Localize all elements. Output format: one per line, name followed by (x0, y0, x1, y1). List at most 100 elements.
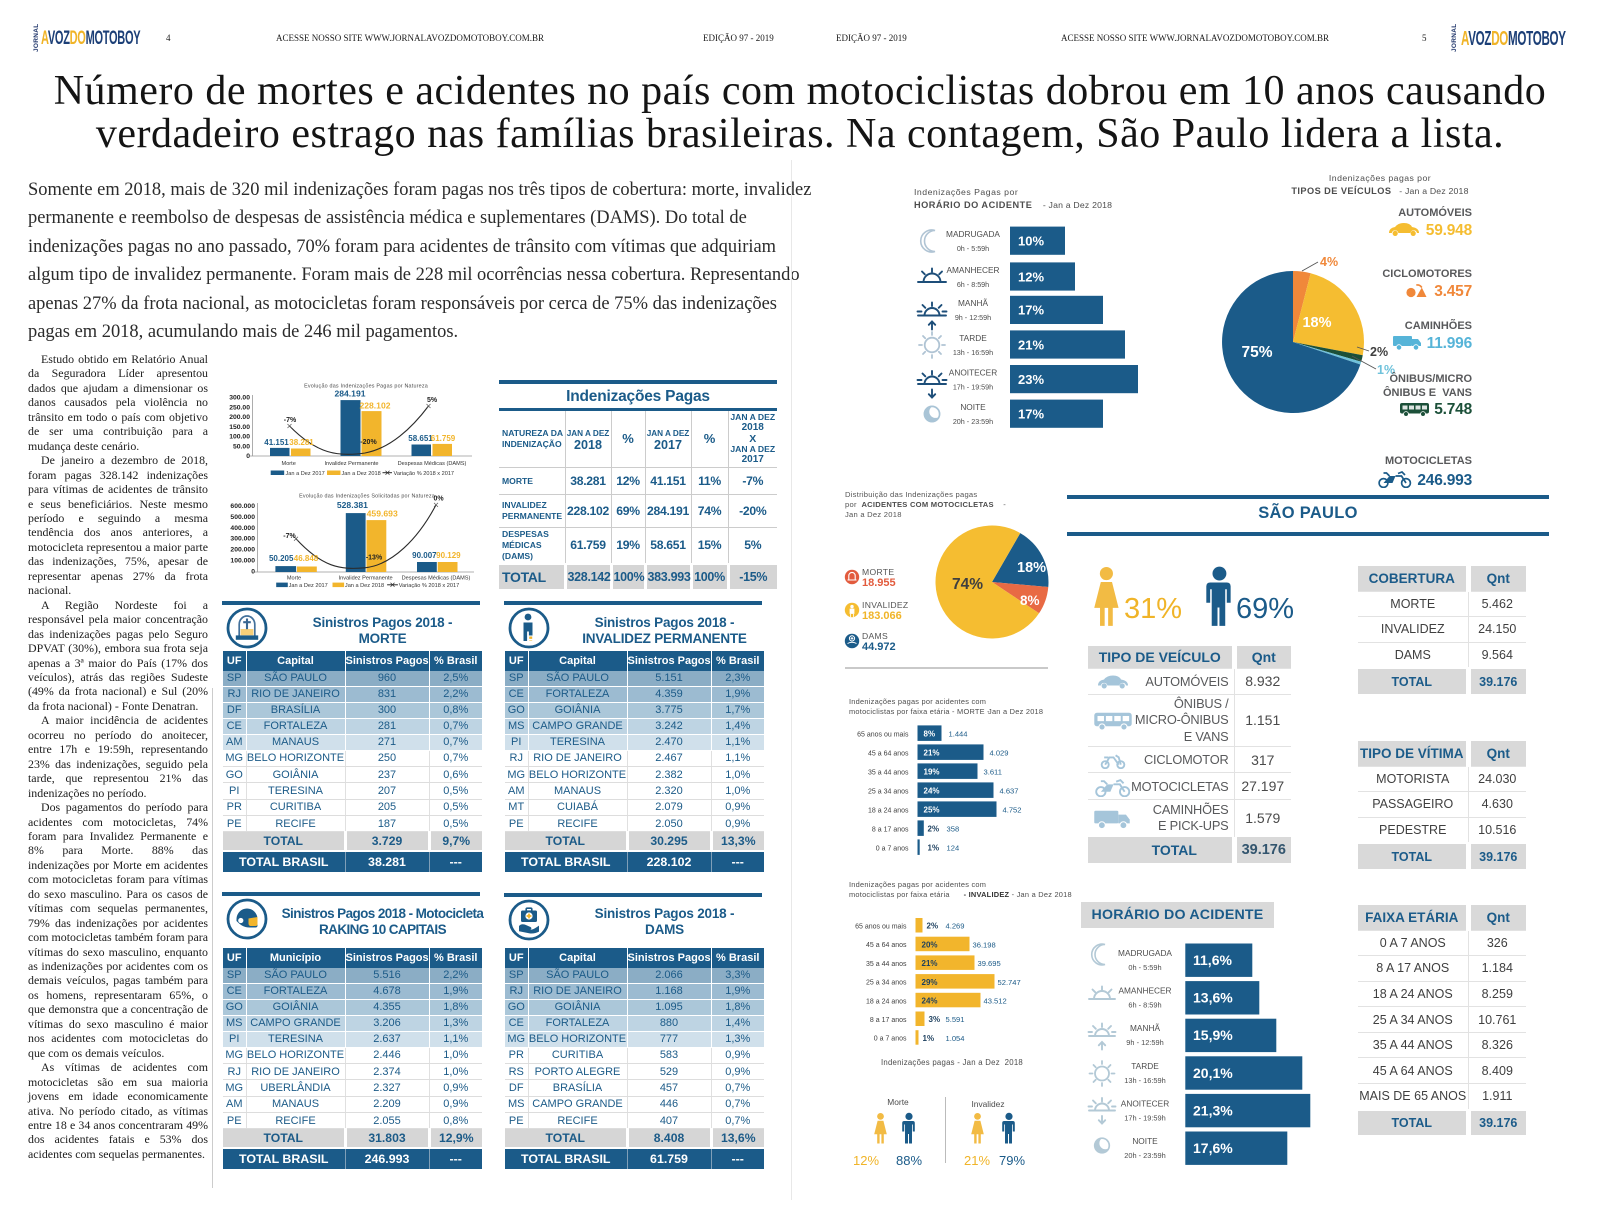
svg-text:4%: 4% (1320, 255, 1338, 269)
svg-text:Invalidez Permanente: Invalidez Permanente (339, 575, 393, 581)
svg-text:2%: 2% (928, 825, 940, 834)
svg-text:Variação % 2018 x 2017: Variação % 2018 x 2017 (394, 471, 455, 477)
svg-text:Despesas Médicas (DAMS): Despesas Médicas (DAMS) (402, 575, 471, 581)
svg-text:Variação % 2018 x 2017: Variação % 2018 x 2017 (399, 583, 460, 589)
svg-text:9h - 12:59h: 9h - 12:59h (1126, 1038, 1163, 1047)
svg-text:0: 0 (251, 568, 255, 575)
svg-text:Invalidez Permanente: Invalidez Permanente (324, 461, 378, 467)
svg-text:25%: 25% (924, 806, 940, 815)
svg-text:65 anos ou mais: 65 anos ou mais (857, 731, 909, 738)
svg-text:600.000: 600.000 (230, 503, 255, 510)
svg-text:8 a 17 anos: 8 a 17 anos (870, 1017, 907, 1024)
svg-text:MANHÃ: MANHÃ (958, 298, 988, 308)
svg-text:MADRUGADA: MADRUGADA (1118, 948, 1172, 958)
svg-text:Jan a Dez 2017: Jan a Dez 2017 (286, 471, 325, 477)
svg-text:31%: 31% (1124, 593, 1182, 625)
svg-text:23%: 23% (1018, 372, 1044, 387)
svg-text:Evolução das Indenizações So: Evolução das Indenizações Solicitadas po… (299, 493, 435, 499)
svg-text:MORTE: MORTE (862, 567, 894, 577)
svg-text:4.637: 4.637 (1000, 787, 1019, 796)
svg-text:21%: 21% (922, 959, 938, 968)
svg-text:39.695: 39.695 (978, 959, 1001, 968)
svg-text:38.281: 38.281 (289, 438, 314, 447)
svg-text:20,1%: 20,1% (1193, 1065, 1233, 1081)
svg-text:5%: 5% (427, 397, 438, 404)
svg-text:528.381: 528.381 (337, 500, 368, 510)
svg-text:17%: 17% (1018, 407, 1044, 422)
svg-text:21%: 21% (964, 1153, 990, 1168)
svg-text:12%: 12% (1018, 269, 1044, 284)
svg-text:MANHÃ: MANHÃ (1130, 1023, 1160, 1033)
svg-text:88%: 88% (896, 1153, 922, 1168)
svg-text:36.198: 36.198 (973, 940, 996, 949)
svg-text:75%: 75% (1241, 344, 1272, 361)
svg-text:50.00: 50.00 (233, 443, 250, 450)
svg-text:45 a 64 anos: 45 a 64 anos (866, 942, 907, 949)
svg-text:43.512: 43.512 (984, 997, 1007, 1006)
svg-text:9h - 12:59h: 9h - 12:59h (955, 313, 991, 322)
svg-text:0h - 5:59h: 0h - 5:59h (957, 244, 989, 253)
svg-text:12%: 12% (853, 1153, 879, 1168)
svg-text:124: 124 (947, 844, 960, 853)
svg-text:0: 0 (246, 453, 250, 460)
svg-text:6h - 8:59h: 6h - 8:59h (1128, 1001, 1161, 1010)
svg-text:0h - 5:59h: 0h - 5:59h (1128, 963, 1161, 972)
svg-text:0 a 7 anos: 0 a 7 anos (876, 845, 909, 852)
svg-text:-7%: -7% (284, 417, 297, 424)
svg-text:24%: 24% (924, 787, 940, 796)
svg-text:20h - 23:59h: 20h - 23:59h (953, 417, 993, 426)
svg-text:8%: 8% (924, 730, 936, 739)
svg-text:100.00: 100.00 (229, 434, 250, 441)
svg-text:AMANHECER: AMANHECER (1118, 986, 1171, 996)
svg-text:13h - 16:59h: 13h - 16:59h (1124, 1076, 1166, 1085)
svg-text:358: 358 (947, 825, 960, 834)
svg-text:8%: 8% (1020, 593, 1040, 608)
svg-text:5.591: 5.591 (946, 1015, 965, 1024)
svg-text:1.054: 1.054 (946, 1034, 965, 1043)
svg-text:100.000: 100.000 (230, 558, 255, 565)
svg-text:Morte: Morte (287, 575, 301, 581)
svg-text:200.00: 200.00 (229, 414, 250, 421)
svg-text:TARDE: TARDE (1131, 1061, 1159, 1071)
svg-text:11,6%: 11,6% (1193, 952, 1232, 968)
svg-text:58.651: 58.651 (408, 434, 433, 443)
svg-text:13h - 16:59h: 13h - 16:59h (953, 348, 993, 357)
svg-text:6h - 8:59h: 6h - 8:59h (957, 280, 989, 289)
svg-text:250.00: 250.00 (229, 404, 250, 411)
svg-text:-7%: -7% (283, 533, 296, 540)
svg-text:284.191: 284.191 (334, 389, 365, 399)
svg-text:52.747: 52.747 (998, 978, 1021, 987)
svg-text:1.444: 1.444 (949, 730, 968, 739)
svg-text:Despesas Médicas (DAMS): Despesas Médicas (DAMS) (398, 461, 467, 467)
svg-text:8 a 17 anos: 8 a 17 anos (872, 826, 909, 833)
svg-text:NOITE: NOITE (960, 402, 986, 412)
svg-text:4.269: 4.269 (946, 922, 965, 931)
svg-text:2%: 2% (1370, 345, 1388, 359)
svg-text:90.007: 90.007 (412, 551, 437, 560)
svg-text:25 a 34 anos: 25 a 34 anos (868, 788, 909, 795)
svg-text:3%: 3% (929, 1015, 941, 1024)
svg-text:69%: 69% (1236, 593, 1294, 625)
svg-text:200.000: 200.000 (230, 547, 255, 554)
svg-text:65 anos ou mais: 65 anos ou mais (855, 924, 907, 931)
svg-text:17h - 19:59h: 17h - 19:59h (953, 382, 993, 391)
svg-text:35 a 44 anos: 35 a 44 anos (866, 961, 907, 968)
svg-text:1%: 1% (928, 844, 940, 853)
svg-text:ANOITECER: ANOITECER (1121, 1098, 1169, 1108)
svg-text:4.029: 4.029 (990, 749, 1009, 758)
svg-text:45 a 64 anos: 45 a 64 anos (868, 750, 909, 757)
svg-text:21,3%: 21,3% (1193, 1102, 1233, 1118)
svg-text:-20%: -20% (360, 439, 377, 446)
svg-text:20h - 23:59h: 20h - 23:59h (1124, 1151, 1166, 1160)
svg-text:TARDE: TARDE (959, 333, 987, 343)
svg-text:DAMS: DAMS (862, 631, 888, 641)
svg-text:13,6%: 13,6% (1193, 990, 1233, 1006)
svg-text:2%: 2% (927, 922, 939, 931)
svg-text:46.848: 46.848 (294, 554, 319, 563)
svg-text:1%: 1% (923, 1034, 935, 1043)
svg-text:17%: 17% (1018, 303, 1044, 318)
svg-text:29%: 29% (922, 978, 938, 987)
svg-text:4.752: 4.752 (1003, 806, 1022, 815)
svg-text:Evolução das Indenizações Pa: Evolução das Indenizações Pagas por Natu… (304, 384, 428, 390)
svg-text:18.955: 18.955 (862, 577, 896, 589)
